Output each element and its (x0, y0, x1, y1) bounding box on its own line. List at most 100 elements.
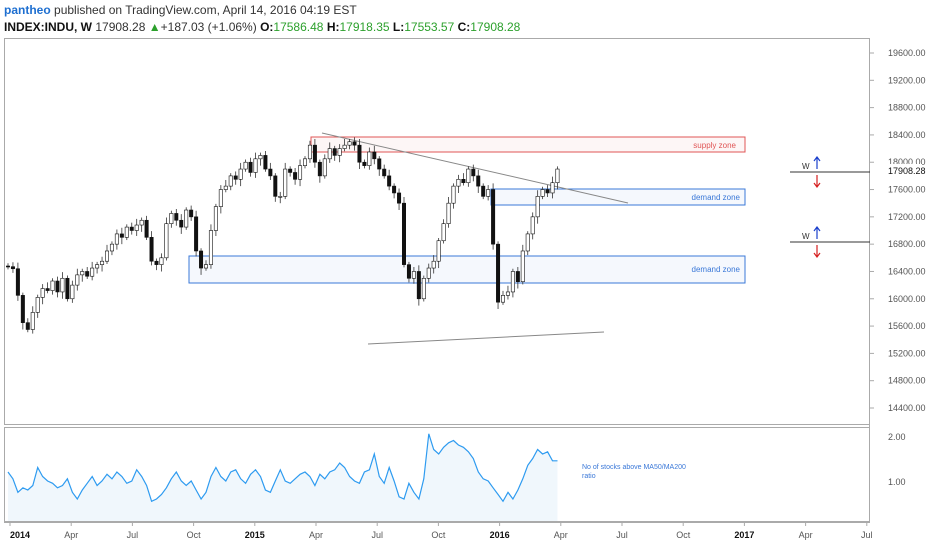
candle-body[interactable] (283, 168, 288, 197)
candle-body[interactable] (263, 155, 268, 170)
candle-body[interactable] (85, 271, 90, 277)
candle-body[interactable] (154, 260, 159, 265)
candle-body[interactable] (109, 243, 114, 252)
candle-body[interactable] (352, 141, 357, 146)
candle-body[interactable] (174, 213, 179, 221)
candle-body[interactable] (129, 226, 134, 231)
candle-body[interactable] (278, 196, 283, 198)
candle-body[interactable] (461, 178, 466, 184)
candle-body[interactable] (525, 233, 530, 252)
candle-body[interactable] (302, 158, 307, 166)
candle-body[interactable] (550, 182, 555, 194)
candle-body[interactable] (100, 260, 105, 265)
candle-body[interactable] (10, 266, 15, 270)
candle-body[interactable] (491, 189, 496, 245)
candle-body[interactable] (65, 277, 70, 300)
candle-body[interactable] (159, 257, 164, 265)
candle-body[interactable] (45, 288, 50, 291)
candle-body[interactable] (35, 297, 40, 313)
candle-body[interactable] (119, 233, 124, 238)
candle-body[interactable] (55, 280, 60, 293)
author-link[interactable]: pantheo (4, 3, 51, 17)
candle-body[interactable] (60, 277, 65, 293)
time-axis[interactable]: 2014 Apr Jul Oct 2015 Apr Jul Oct 2016 Apr Jul Oct 2… (9, 522, 873, 540)
candle-body[interactable] (486, 189, 491, 197)
candle-body[interactable] (6, 265, 11, 268)
candle-body[interactable] (134, 224, 139, 231)
candle-body[interactable] (30, 312, 35, 330)
candle-body[interactable] (545, 189, 550, 194)
candle-body[interactable] (233, 175, 238, 180)
candle-body[interactable] (204, 264, 209, 269)
candle-body[interactable] (288, 168, 293, 173)
candle-body[interactable] (179, 219, 184, 228)
price-pane[interactable] (4, 38, 870, 425)
candle-body[interactable] (70, 284, 75, 300)
candle-body[interactable] (307, 144, 312, 160)
candle-body[interactable] (342, 144, 347, 149)
candle-body[interactable] (471, 168, 476, 177)
candle-body[interactable] (496, 243, 501, 303)
candle-body[interactable] (144, 219, 149, 238)
candle-body[interactable] (322, 158, 327, 177)
candle-body[interactable] (258, 155, 263, 160)
candle-body[interactable] (332, 148, 337, 156)
candle-body[interactable] (273, 175, 278, 197)
candle-body[interactable] (298, 165, 303, 180)
candle-body[interactable] (268, 168, 273, 177)
candle-body[interactable] (397, 192, 402, 204)
candle-body[interactable] (50, 280, 55, 291)
candle-body[interactable] (500, 295, 505, 303)
candle-body[interactable] (223, 185, 228, 190)
candle-body[interactable] (392, 185, 397, 194)
price-axis[interactable]: 19600.00 19200.00 18800.00 18400.00 18000.00… (869, 48, 926, 413)
candle-body[interactable] (530, 216, 535, 235)
candle-body[interactable] (20, 295, 25, 323)
candle-body[interactable] (169, 213, 174, 224)
candle-body[interactable] (372, 151, 377, 160)
indicator-line[interactable] (7, 433, 558, 503)
candle-body[interactable] (189, 209, 194, 218)
candle-body[interactable] (114, 233, 119, 245)
candle-body[interactable] (401, 202, 406, 265)
candle-body[interactable] (40, 288, 45, 298)
trend-line-upper[interactable] (321, 132, 629, 204)
candle-body[interactable] (75, 274, 80, 286)
candle-body[interactable] (382, 168, 387, 177)
candle-body[interactable] (431, 260, 436, 269)
candle-body[interactable] (248, 161, 253, 173)
candle-body[interactable] (199, 250, 204, 269)
candle-body[interactable] (337, 148, 342, 156)
candle-body[interactable] (540, 189, 545, 197)
candle-body[interactable] (421, 277, 426, 300)
candle-body[interactable] (481, 185, 486, 197)
candle-body[interactable] (312, 144, 317, 163)
candle-body[interactable] (164, 223, 169, 259)
candle-body[interactable] (416, 271, 421, 300)
candle-body[interactable] (411, 271, 416, 279)
candles[interactable] (6, 137, 560, 334)
candle-body[interactable] (377, 158, 382, 170)
demand-zone-box-lower[interactable] (188, 255, 746, 284)
candle-body[interactable] (505, 291, 510, 296)
candle-body[interactable] (406, 264, 411, 279)
candle-body[interactable] (510, 271, 515, 293)
candle-body[interactable] (184, 209, 189, 228)
candle-body[interactable] (105, 250, 110, 262)
candle-body[interactable] (124, 226, 129, 238)
candle-body[interactable] (466, 168, 471, 184)
candle-body[interactable] (426, 267, 431, 279)
candle-body[interactable] (327, 148, 332, 160)
candle-body[interactable] (90, 267, 95, 277)
candle-body[interactable] (218, 189, 223, 207)
candle-body[interactable] (451, 185, 456, 204)
candle-body[interactable] (293, 172, 298, 180)
candle-body[interactable] (25, 322, 30, 330)
supply-zone-box[interactable] (310, 136, 746, 153)
candle-body[interactable] (535, 196, 540, 218)
candle-body[interactable] (194, 216, 199, 252)
symbol-label[interactable]: INDEX:INDU, W (4, 20, 92, 34)
candle-body[interactable] (243, 161, 248, 170)
candle-body[interactable] (228, 175, 233, 187)
candle-body[interactable] (357, 144, 362, 163)
